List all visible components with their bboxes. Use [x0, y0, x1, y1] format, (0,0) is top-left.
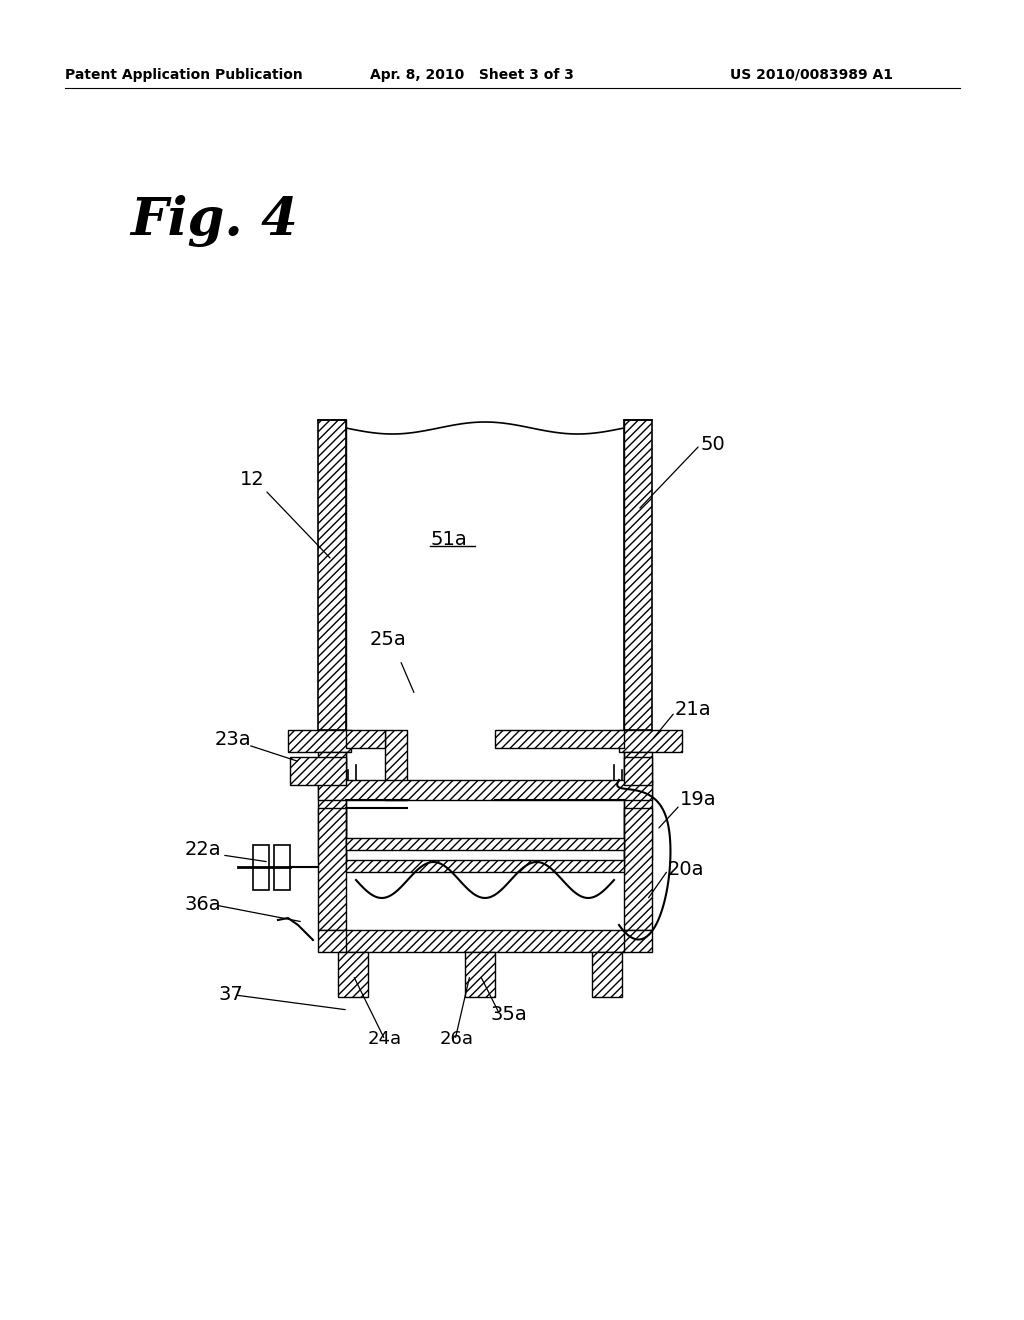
Text: 35a: 35a [490, 1005, 526, 1024]
Bar [318, 780, 652, 800]
Bar [624, 808, 652, 931]
Text: 22a: 22a [185, 840, 221, 859]
Bar [318, 420, 346, 730]
Text: 24a: 24a [368, 1030, 402, 1048]
Bar [624, 752, 652, 861]
Text: 12: 12 [240, 470, 265, 488]
Bar [318, 808, 346, 931]
Bar [385, 730, 407, 800]
Text: 50: 50 [700, 436, 725, 454]
Bar [346, 861, 624, 873]
Bar [338, 952, 368, 997]
Bar [465, 952, 495, 997]
Bar [592, 952, 622, 997]
Bar [318, 931, 652, 952]
Text: 25a: 25a [370, 630, 407, 649]
Bar [346, 730, 385, 748]
Text: 36a: 36a [185, 895, 221, 913]
Text: 51a: 51a [430, 531, 467, 549]
Text: Apr. 8, 2010   Sheet 3 of 3: Apr. 8, 2010 Sheet 3 of 3 [370, 69, 573, 82]
Bar [318, 752, 346, 861]
Bar [624, 420, 652, 730]
Bar [495, 730, 624, 748]
Bar [274, 845, 290, 890]
Bar [618, 730, 682, 752]
Bar [346, 838, 624, 850]
Text: US 2010/0083989 A1: US 2010/0083989 A1 [730, 69, 893, 82]
Text: 19a: 19a [680, 789, 717, 809]
Bar [290, 756, 346, 785]
Text: 26a: 26a [440, 1030, 474, 1048]
Bar [288, 730, 351, 752]
Text: 21a: 21a [675, 700, 712, 719]
Bar [253, 845, 269, 890]
Bar [624, 756, 652, 785]
Text: Fig. 4: Fig. 4 [130, 195, 298, 247]
Text: Patent Application Publication: Patent Application Publication [65, 69, 303, 82]
Text: 23a: 23a [215, 730, 252, 748]
Text: 20a: 20a [668, 861, 705, 879]
Text: 37: 37 [218, 985, 243, 1005]
